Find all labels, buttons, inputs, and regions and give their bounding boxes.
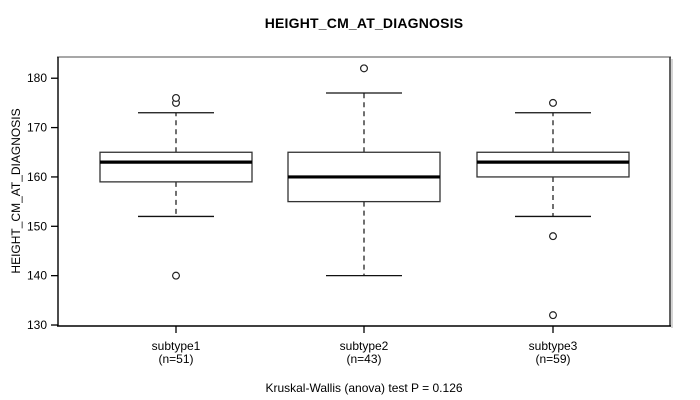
y-tick-label: 130 xyxy=(27,318,47,332)
group-label-subtype3: subtype3 (n=59) xyxy=(478,340,628,366)
box-rect-subtype1 xyxy=(99,151,253,183)
outlier-point xyxy=(548,232,557,241)
outlier-point xyxy=(360,64,369,73)
y-tick-label: 150 xyxy=(27,219,47,233)
outlier-point xyxy=(172,93,181,102)
group-label-subtype2: subtype2 (n=43) xyxy=(289,340,439,366)
chart-title: HEIGHT_CM_AT_DIAGNOSIS xyxy=(264,15,464,31)
group-n-count: (n=43) xyxy=(346,352,382,366)
chart-caption: Kruskal-Wallis (anova) test P = 0.126 xyxy=(265,381,463,395)
group-n-count: (n=51) xyxy=(158,352,194,366)
outlier-point xyxy=(172,271,181,280)
group-name: subtype1 xyxy=(151,339,201,353)
y-tick-label: 160 xyxy=(27,170,47,184)
outlier-point xyxy=(548,311,557,320)
y-tick-label: 180 xyxy=(27,71,47,85)
group-name: subtype3 xyxy=(528,339,578,353)
group-label-subtype1: subtype1 (n=51) xyxy=(101,340,251,366)
y-tick-label: 170 xyxy=(27,121,47,135)
outlier-point xyxy=(548,98,557,107)
y-tick-label: 140 xyxy=(27,269,47,283)
group-name: subtype2 xyxy=(339,339,389,353)
group-n-count: (n=59) xyxy=(535,352,571,366)
box-rect-subtype3 xyxy=(476,151,630,178)
